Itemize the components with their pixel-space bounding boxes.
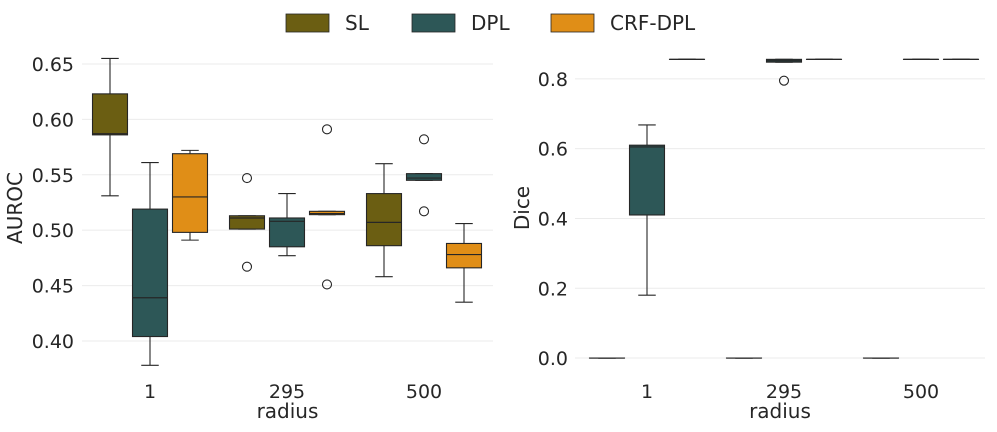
box-body	[131, 208, 169, 338]
box-body	[365, 193, 403, 247]
box-dpl-1	[628, 124, 666, 296]
box-crf-dpl-1	[171, 149, 209, 241]
legend-swatch-crf-dpl	[550, 13, 595, 33]
box-body	[405, 173, 443, 181]
y-tick-label: 0.8	[538, 69, 568, 91]
x-tick-label: 500	[406, 381, 442, 403]
legend-swatch-sl	[285, 13, 330, 33]
box-sl-500	[365, 163, 403, 278]
outlier-point	[321, 124, 333, 135]
box-crf-dpl-295	[308, 124, 346, 290]
dice-panel: 0.0 0.2 0.4 0.6 0.8 1 295 500 radius Dice	[510, 58, 985, 423]
x-tick-label: 500	[903, 381, 939, 403]
box-dpl-1	[131, 162, 169, 366]
x-tick-label: 295	[269, 381, 305, 403]
outlier-point	[241, 261, 253, 272]
y-tick-label: 0.60	[32, 109, 74, 131]
legend-swatch-dpl	[411, 13, 456, 33]
legend-label-sl: SL	[345, 11, 370, 35]
y-tick-label: 0.2	[538, 278, 568, 300]
box-body	[228, 215, 266, 230]
box-dpl-500	[405, 134, 443, 217]
box-body	[91, 93, 129, 136]
y-tick-label: 0.65	[32, 54, 74, 76]
x-tick-label: 1	[144, 381, 156, 403]
legend: SL DPL CRF-DPL	[285, 11, 696, 35]
outlier-point	[778, 75, 790, 86]
y-tick-label: 0.55	[32, 165, 74, 187]
x-tick-label: 295	[766, 381, 802, 403]
box-crf-dpl-500	[445, 222, 483, 303]
y-tick-label: 0.0	[538, 348, 568, 370]
y-tick-label: 0.4	[538, 208, 568, 230]
outlier-point	[418, 134, 430, 145]
auroc-panel: 0.40 0.45 0.50 0.55 0.60 0.65 1 295 500 radius AUR…	[3, 54, 493, 423]
x-axis-label: radius	[257, 399, 319, 423]
y-axis-label: Dice	[510, 186, 534, 230]
x-tick-label: 1	[641, 381, 653, 403]
box-body	[628, 144, 666, 216]
box-sl-295	[228, 173, 266, 272]
outlier-point	[418, 206, 430, 217]
box-body	[445, 242, 483, 269]
x-axis-label: radius	[749, 399, 811, 423]
box-dpl-295	[765, 58, 803, 86]
box-body	[268, 217, 306, 248]
legend-label-dpl: DPL	[471, 11, 510, 35]
y-tick-label: 0.45	[32, 276, 74, 298]
y-tick-label: 0.50	[32, 220, 74, 242]
box-dpl-295	[268, 193, 306, 257]
box-sl-1	[91, 57, 129, 197]
box-body	[171, 153, 209, 233]
y-axis-label: AUROC	[3, 172, 27, 244]
y-tick-label: 0.6	[538, 139, 568, 161]
y-tick-label: 0.40	[32, 331, 74, 353]
legend-label-crf-dpl: CRF-DPL	[610, 11, 696, 35]
outlier-point	[321, 279, 333, 290]
outlier-point	[241, 173, 253, 184]
